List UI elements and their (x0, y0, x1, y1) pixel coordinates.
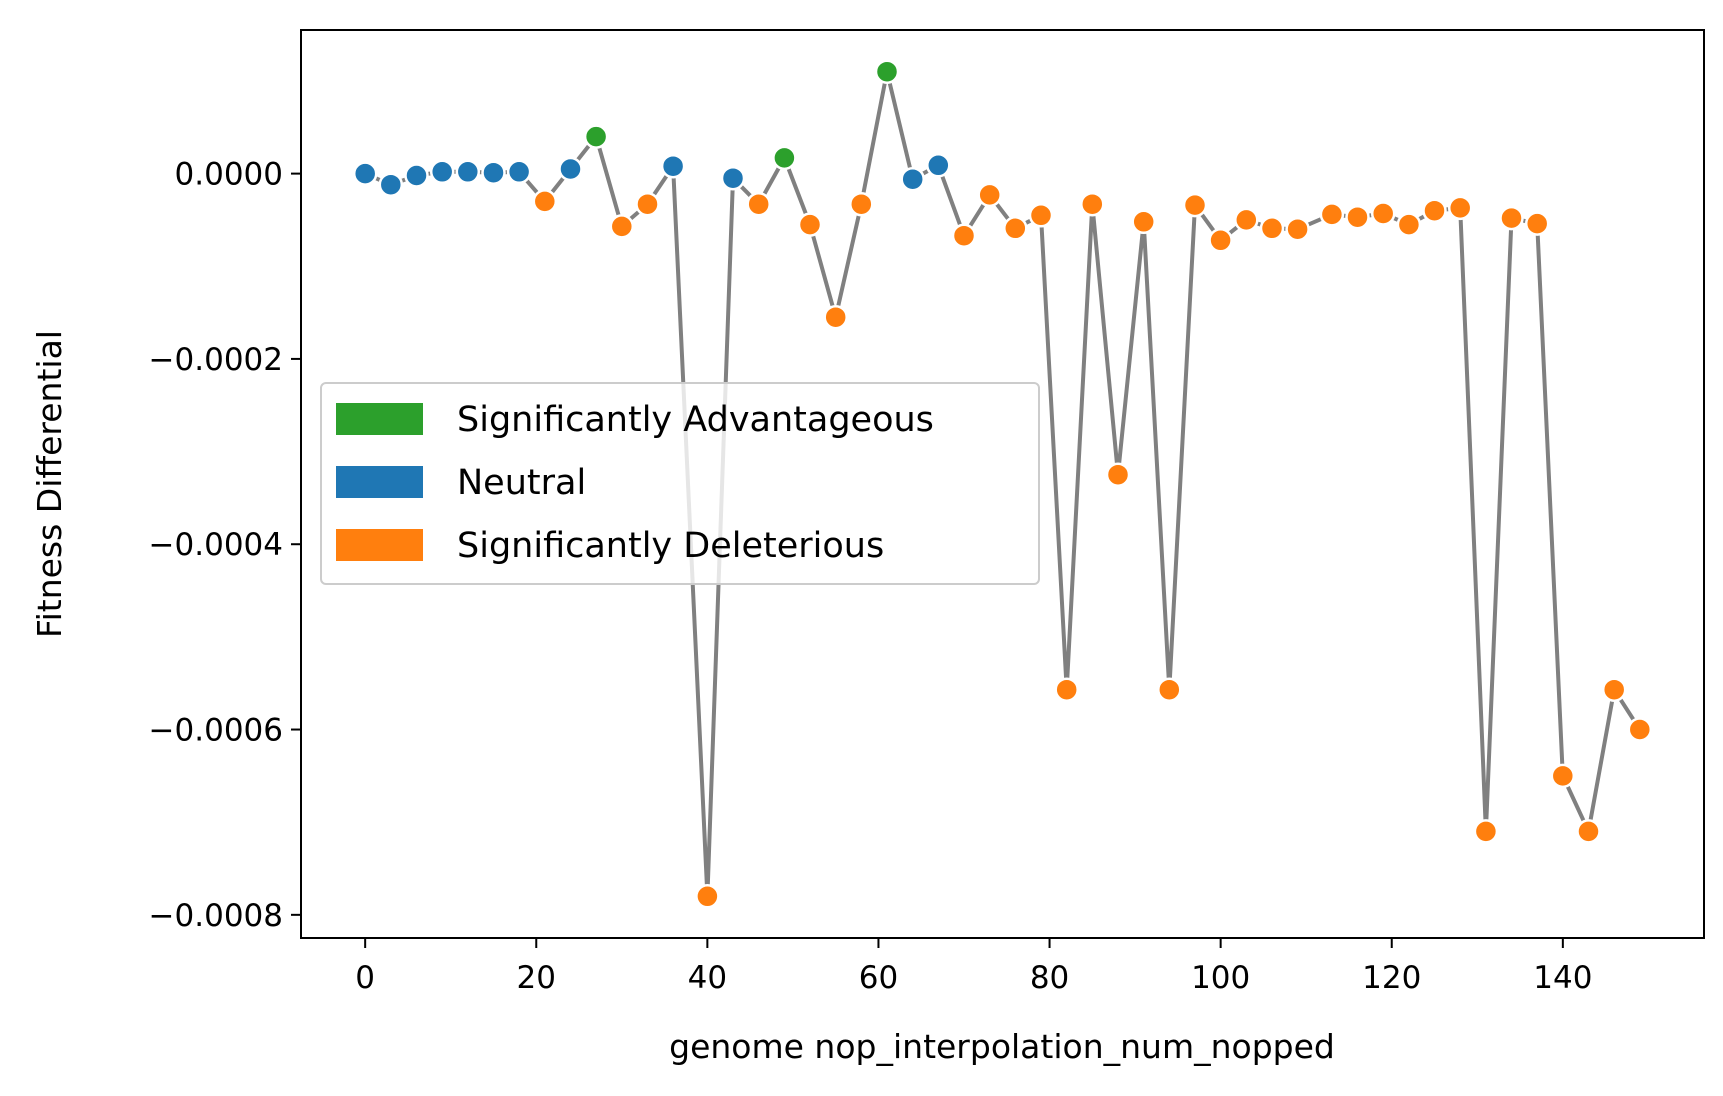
data-point-deleterious (1054, 677, 1079, 702)
legend-label-advantageous: Significantly Advantageous (457, 400, 934, 440)
data-point-deleterious (1601, 677, 1627, 702)
data-point-deleterious (1524, 211, 1550, 236)
data-point-deleterious (1105, 462, 1131, 487)
legend-swatch-deleterious (336, 529, 423, 561)
x-tick-label: 60 (859, 960, 898, 996)
data-point-deleterious (695, 884, 720, 909)
data-point-neutral (506, 159, 532, 185)
series-layer (352, 59, 1653, 909)
data-point-deleterious (1259, 216, 1285, 241)
data-point-deleterious (746, 191, 771, 217)
legend-frame (320, 382, 1040, 585)
data-point-advantageous (874, 59, 900, 84)
x-tick-label: 120 (1362, 960, 1421, 996)
x-tick-label: 0 (355, 960, 375, 996)
plot-frame (300, 29, 1705, 939)
data-point-deleterious (1157, 677, 1182, 702)
y-tick-label: −0.0004 (149, 527, 283, 563)
x-tick-label: 40 (688, 960, 727, 996)
data-point-deleterious (1473, 819, 1499, 844)
x-axis-ticks: 0 20 40 60 80 100 120 140 (355, 938, 1592, 996)
data-point-deleterious (797, 212, 823, 237)
data-point-neutral (660, 153, 686, 179)
data-point-deleterious (977, 182, 1002, 208)
y-axis-ticks: 0.0000 −0.0002 −0.0004 −0.0006 −0.0008 (149, 157, 301, 934)
x-axis-label: genome nop_interpolation_num_nopped (669, 1027, 1335, 1066)
data-point-neutral (926, 153, 951, 178)
legend: Significantly Advantageous Neutral Signifi… (320, 382, 1040, 585)
y-tick-label: −0.0008 (149, 898, 283, 934)
data-point-neutral (378, 172, 404, 197)
data-point-neutral (404, 163, 429, 188)
data-point-deleterious (1285, 216, 1310, 242)
x-tick-label: 80 (1030, 960, 1069, 996)
y-tick-label: −0.0002 (149, 342, 283, 378)
legend-swatch-neutral (336, 466, 423, 498)
data-point-deleterious (1080, 191, 1105, 217)
data-point-neutral (720, 165, 746, 191)
data-point-deleterious (1576, 819, 1601, 844)
data-point-deleterious (532, 189, 558, 214)
data-point-neutral (429, 159, 455, 185)
data-point-deleterious (1396, 212, 1422, 237)
x-tick-label: 100 (1191, 960, 1250, 996)
data-point-deleterious (1422, 198, 1447, 223)
data-point-deleterious (1234, 207, 1259, 233)
y-axis-label: Fitness Differential (30, 330, 69, 638)
data-point-deleterious (1447, 195, 1473, 221)
y-tick-label: 0.0000 (175, 157, 283, 193)
data-point-neutral (352, 161, 378, 186)
data-point-deleterious (1131, 209, 1156, 235)
data-point-deleterious (1319, 202, 1345, 227)
data-point-deleterious (1345, 204, 1370, 230)
x-tick-label: 20 (517, 960, 556, 996)
data-point-deleterious (1028, 203, 1054, 228)
data-point-neutral (558, 156, 583, 182)
data-point-neutral (900, 166, 925, 192)
data-point-deleterious (635, 191, 660, 217)
data-point-deleterious (1182, 192, 1208, 218)
data-point-deleterious (1627, 717, 1653, 742)
data-point-deleterious (1370, 201, 1396, 226)
data-point-neutral (481, 160, 506, 185)
data-point-advantageous (583, 124, 609, 149)
x-tick-label: 140 (1533, 960, 1592, 996)
data-point-deleterious (609, 214, 635, 239)
data-point-deleterious (823, 304, 848, 330)
legend-swatch-advantageous (336, 403, 423, 435)
data-point-deleterious (1208, 228, 1233, 253)
data-point-deleterious (1499, 205, 1524, 231)
data-point-neutral (455, 159, 481, 185)
data-point-deleterious (1003, 216, 1028, 241)
y-tick-label: −0.0006 (149, 713, 283, 749)
data-point-deleterious (1550, 763, 1576, 789)
legend-label-deleterious: Significantly Deleterious (457, 526, 884, 566)
data-point-deleterious (951, 223, 977, 248)
data-point-advantageous (772, 145, 797, 171)
data-point-deleterious (849, 191, 874, 217)
legend-label-neutral: Neutral (457, 463, 586, 503)
